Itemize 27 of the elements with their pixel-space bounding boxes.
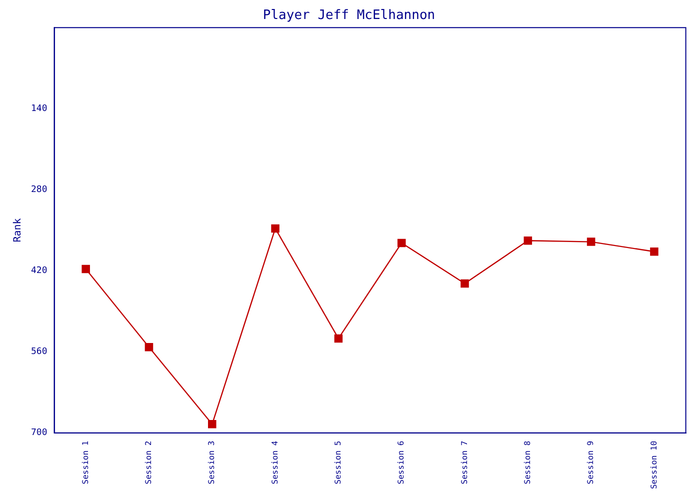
point (271, 224, 280, 233)
y-tick-label: 280 (30, 185, 48, 196)
y-tick-label: 420 (30, 266, 48, 276)
x-tick-label: Session 1 (80, 440, 90, 484)
point (334, 334, 343, 343)
x-tick-label: Session 6 (396, 440, 406, 484)
y-tick-label: 140 (30, 104, 48, 114)
x-tick-label: Session 10 (649, 440, 658, 490)
x-tick-label: Session 4 (270, 440, 280, 484)
y-tick-label: 700 (30, 428, 48, 438)
point (586, 238, 596, 246)
x-tick-label: Session 3 (207, 440, 216, 484)
point (524, 236, 532, 245)
x-tick-label: Session 5 (334, 440, 343, 484)
x-tick-label: Session 7 (460, 440, 469, 484)
point (650, 248, 658, 256)
y-tick-label: 560 (30, 347, 48, 358)
point (397, 238, 406, 248)
point (208, 420, 216, 428)
x-tick-label: Session 2 (144, 440, 154, 484)
point (82, 264, 90, 274)
chart-title: Player Jeff McElhannon (262, 8, 436, 24)
y-axis-title: Rank (12, 218, 24, 242)
x-tick-label: Session 9 (586, 440, 596, 484)
x-tick-label: Session 8 (522, 440, 532, 484)
point (144, 343, 154, 352)
point (460, 279, 469, 288)
